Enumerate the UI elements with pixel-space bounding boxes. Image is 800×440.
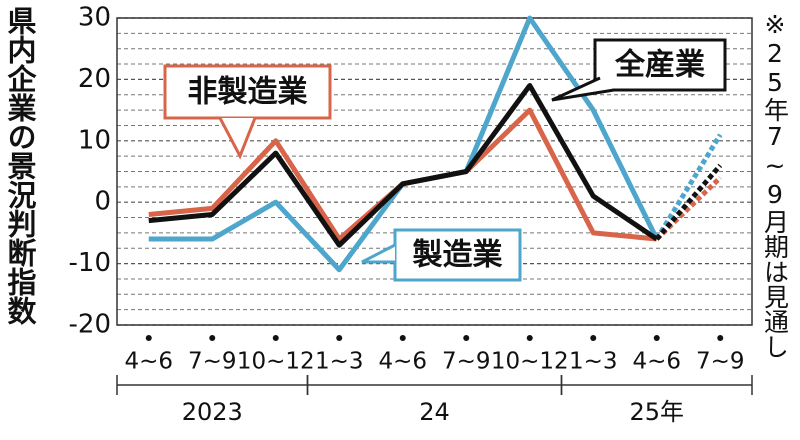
- x-tick-label: 4~6: [378, 349, 427, 375]
- x-tick-label: 1~3: [315, 349, 364, 375]
- x-tick-label: 7~9: [442, 349, 491, 375]
- x-tick-label: 4~6: [124, 349, 173, 375]
- y-tick-label: 0: [94, 187, 111, 217]
- y-tick-label: -20: [69, 310, 111, 340]
- tick-dot: [717, 335, 724, 341]
- legend-pointer: [361, 243, 396, 264]
- forecast-line: [654, 163, 723, 241]
- tick-dot: [653, 335, 660, 341]
- y-tick-label: 20: [78, 64, 111, 94]
- tick-dot: [526, 335, 533, 341]
- legend-pointer: [551, 76, 615, 102]
- chart-title: 県内企業の景況判断指数: [3, 6, 37, 326]
- series-line: [148, 83, 659, 248]
- legend-box: [163, 64, 332, 120]
- x-tick-label: 4~6: [632, 349, 681, 375]
- x-tick-label: 10~12: [237, 349, 315, 375]
- forecast-line: [654, 133, 723, 241]
- forecast-line: [655, 175, 722, 241]
- x-tick-label: 7~9: [188, 349, 237, 375]
- tick-dot: [145, 335, 152, 341]
- plot-frame: [116, 17, 753, 326]
- legend-box: [593, 38, 727, 92]
- tick-dot: [399, 335, 406, 341]
- y-tick-label: -10: [69, 248, 111, 278]
- group-label: 25年: [629, 398, 684, 426]
- x-tick-label: 1~3: [569, 349, 618, 375]
- tick-dot: [463, 335, 470, 341]
- tick-dot: [336, 335, 343, 341]
- x-tick-label: 7~9: [696, 349, 745, 375]
- legend-label: 製造業: [413, 238, 503, 273]
- legend-label: 全産業: [614, 48, 705, 83]
- tick-dot: [272, 335, 279, 341]
- y-tick-label: 10: [78, 125, 111, 155]
- legend-pointer: [218, 117, 257, 160]
- x-tick-label: 10~12: [491, 349, 569, 375]
- tick-dot: [209, 335, 216, 341]
- y-tick-label: 30: [78, 3, 111, 33]
- tick-dot: [590, 335, 597, 341]
- group-label: 24: [419, 398, 450, 426]
- legend-label: 非製造業: [188, 75, 308, 110]
- group-label: 2023: [182, 398, 243, 426]
- note: ※25年7~9月期は見通し: [761, 10, 790, 359]
